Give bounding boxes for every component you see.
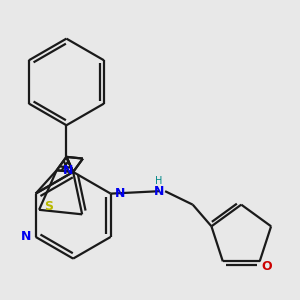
Text: H: H <box>155 176 163 187</box>
Text: N: N <box>115 187 125 200</box>
Text: N: N <box>154 185 164 198</box>
Text: O: O <box>262 260 272 273</box>
Text: N: N <box>21 230 31 243</box>
Text: S: S <box>44 200 53 213</box>
Text: N: N <box>63 164 73 177</box>
